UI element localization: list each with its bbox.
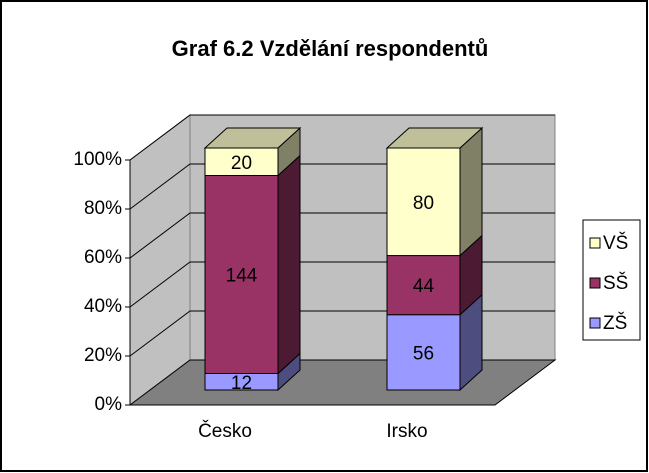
bar-side bbox=[459, 126, 483, 257]
legend-swatch bbox=[589, 317, 601, 329]
x-tick-label: Irsko bbox=[386, 421, 427, 442]
y-tick-label: 80% bbox=[84, 198, 122, 219]
legend-label: VŠ bbox=[603, 232, 628, 254]
data-label: 12 bbox=[231, 373, 252, 394]
y-tick-label: 0% bbox=[95, 394, 123, 415]
data-label: 56 bbox=[413, 343, 434, 364]
grid-line bbox=[129, 114, 555, 161]
legend-swatch bbox=[589, 237, 601, 249]
y-tick-label: 60% bbox=[84, 247, 122, 268]
y-tick-label: 20% bbox=[84, 345, 122, 366]
bar bbox=[204, 175, 279, 374]
x-tick-label: Česko bbox=[198, 420, 252, 442]
floor bbox=[128, 359, 557, 406]
bar bbox=[386, 314, 461, 391]
y-tick-label: 100% bbox=[73, 149, 122, 170]
legend-label: SŠ bbox=[603, 272, 628, 294]
legend-label: ZŠ bbox=[603, 312, 627, 334]
bar bbox=[386, 147, 461, 257]
side-wall bbox=[129, 114, 191, 406]
data-label: 144 bbox=[226, 266, 258, 287]
data-label: 44 bbox=[413, 276, 435, 297]
y-tick-label: 40% bbox=[84, 296, 122, 317]
bar bbox=[204, 147, 279, 176]
data-label: 80 bbox=[413, 193, 434, 214]
chart-title: Graf 6.2 Vzdělání respondentů bbox=[172, 36, 489, 61]
bar-side bbox=[277, 154, 301, 375]
data-label: 20 bbox=[231, 153, 252, 174]
legend-swatch bbox=[589, 277, 601, 289]
